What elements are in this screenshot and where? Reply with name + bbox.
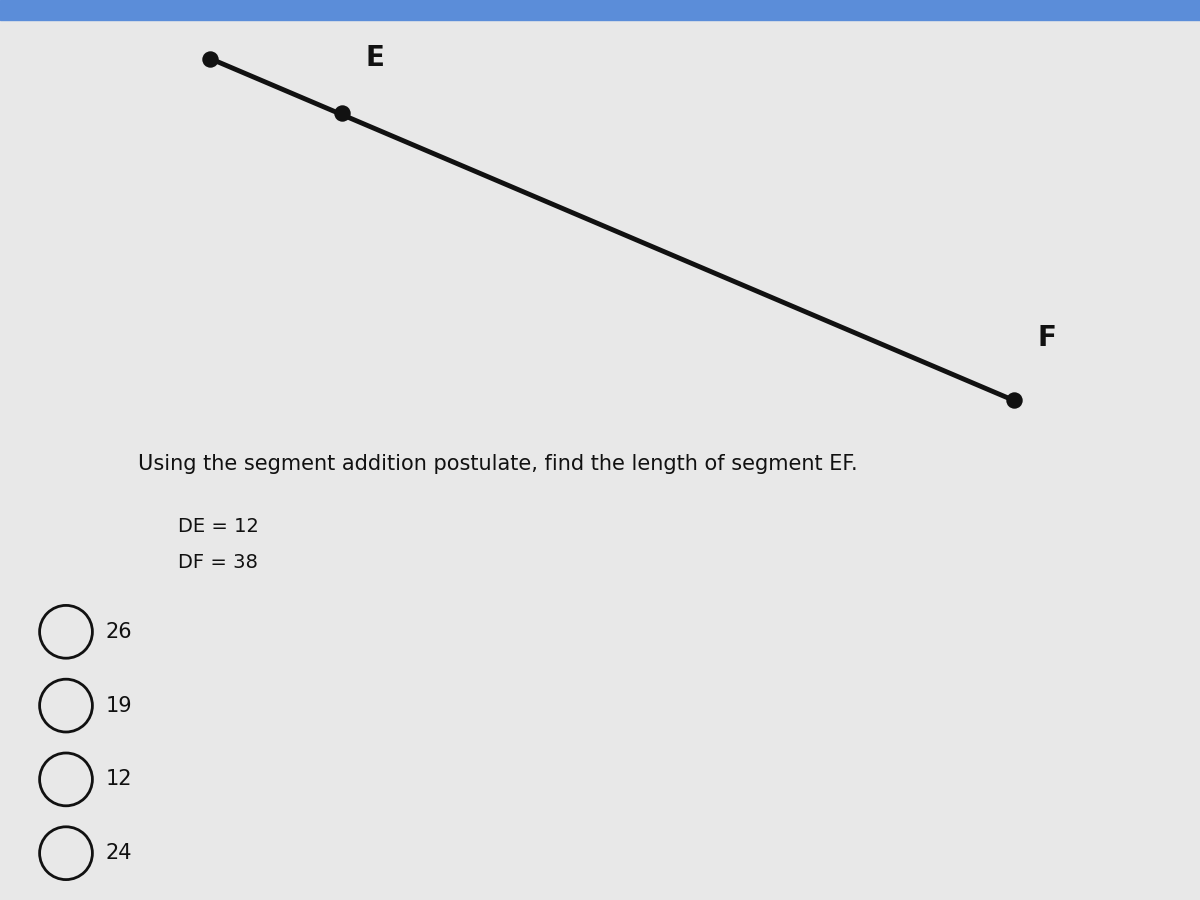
Text: 26: 26 (106, 622, 132, 642)
Text: Using the segment addition postulate, find the length of segment EF.: Using the segment addition postulate, fi… (138, 454, 858, 473)
Text: 24: 24 (106, 843, 132, 863)
Text: E: E (366, 44, 385, 73)
Text: 12: 12 (106, 770, 132, 789)
Bar (0, 0, 1200, 20)
Text: DF = 38: DF = 38 (178, 553, 258, 572)
Point (1004, 393, 1024, 408)
Text: 19: 19 (106, 696, 132, 716)
Text: F: F (1038, 323, 1057, 352)
Point (332, 105, 352, 120)
Point (200, 51, 220, 66)
Text: DE = 12: DE = 12 (178, 517, 258, 536)
